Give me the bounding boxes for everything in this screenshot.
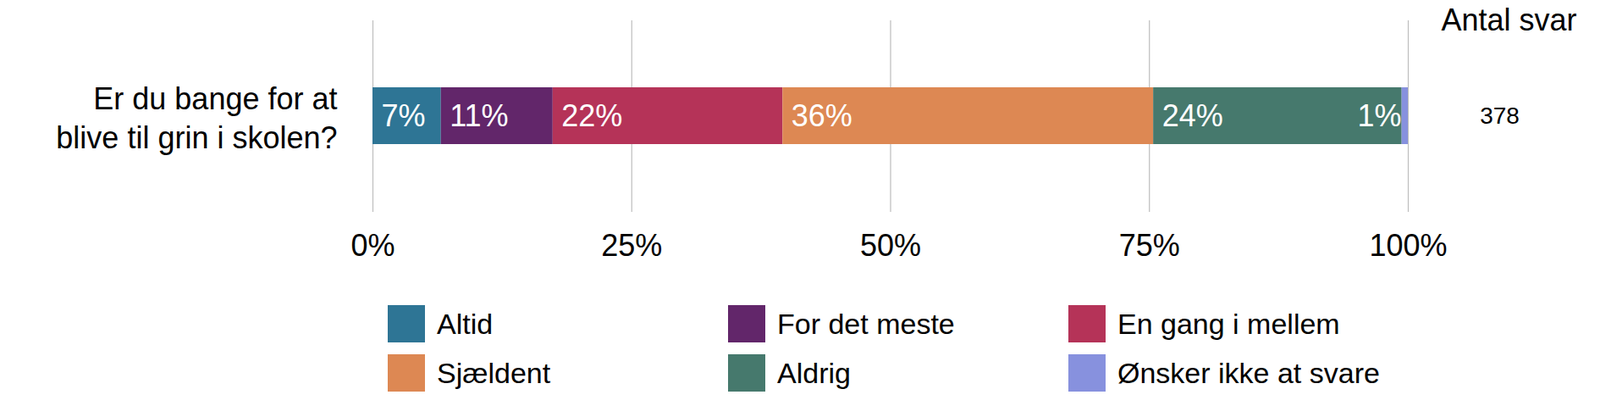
svg-text:1%: 1% <box>1357 98 1402 133</box>
html-text:En gang i mellem: En gang i mellem <box>1117 306 1340 340</box>
svg-text:7%: 7% <box>381 98 426 133</box>
svg-text:22%: 22% <box>561 98 623 133</box>
svg-text:Er du bange for atblive til gr: Er du bange for atblive til grin i skole… <box>55 81 337 156</box>
svg-text:25%: 25% <box>601 227 663 263</box>
svg-text:75%: 75% <box>1119 227 1181 263</box>
html-text:Sjældent: Sjældent <box>436 355 551 389</box>
html-text:Ønsker ikke at svare: Ønsker ikke at svare <box>1117 355 1380 389</box>
svg-text:24%: 24% <box>1162 98 1224 133</box>
svg-text:Antal svar: Antal svar <box>1440 2 1577 38</box>
svg-text:50%: 50% <box>860 227 922 263</box>
svg-text:378: 378 <box>1479 102 1520 129</box>
svg-text:100%: 100% <box>1368 227 1447 263</box>
svg-text:0%: 0% <box>350 227 395 263</box>
svg-text:36%: 36% <box>791 98 853 133</box>
html-text:For det meste: For det meste <box>777 306 955 340</box>
html-text:Aldrig: Aldrig <box>777 355 851 389</box>
html-text:Altid: Altid <box>436 306 493 340</box>
svg-text:11%: 11% <box>449 98 508 133</box>
